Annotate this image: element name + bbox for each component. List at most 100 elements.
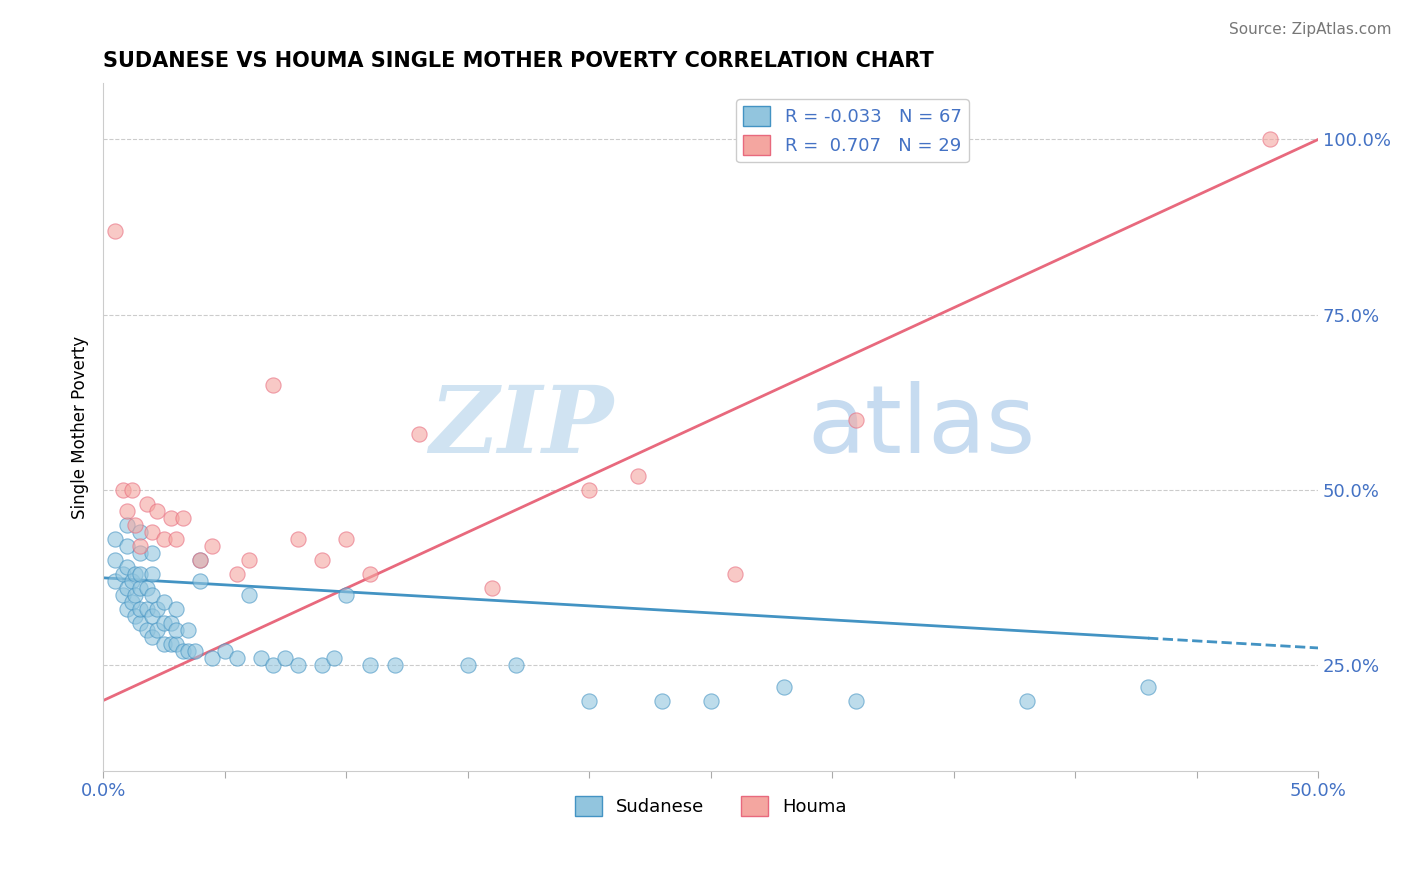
Point (104, 553, 127, 567)
Point (128, 616, 150, 631)
Point (188, 553, 211, 567)
Point (128, 582, 150, 596)
Point (457, 658, 479, 673)
Point (188, 574, 211, 589)
Point (153, 595, 176, 609)
Point (184, 644, 207, 658)
Point (481, 582, 503, 596)
Point (135, 582, 157, 596)
Point (172, 644, 194, 658)
Point (117, 539, 139, 553)
Point (121, 595, 143, 609)
Point (124, 567, 146, 582)
Point (141, 588, 163, 602)
Point (135, 624, 157, 638)
Point (165, 533, 187, 547)
Point (201, 539, 224, 553)
Point (651, 693, 673, 707)
Point (238, 588, 260, 602)
Text: ZIP: ZIP (429, 382, 613, 472)
Point (845, 693, 868, 707)
Point (323, 651, 346, 665)
Point (104, 574, 127, 589)
Point (124, 609, 146, 624)
Point (124, 588, 146, 602)
Point (117, 602, 139, 616)
Point (160, 511, 183, 525)
Point (274, 651, 297, 665)
Point (1137, 680, 1160, 694)
Point (153, 533, 176, 547)
Point (128, 539, 150, 553)
Point (188, 553, 211, 567)
Point (408, 427, 430, 442)
Point (160, 637, 183, 651)
Point (153, 616, 176, 631)
Point (117, 560, 139, 574)
Point (225, 651, 247, 665)
Point (772, 680, 794, 694)
Point (104, 224, 127, 238)
Point (128, 546, 150, 560)
Point (104, 533, 127, 547)
Point (1015, 693, 1038, 707)
Point (311, 658, 333, 673)
Point (287, 658, 309, 673)
Point (214, 644, 236, 658)
Point (141, 567, 163, 582)
Point (111, 483, 134, 497)
Point (165, 624, 187, 638)
Point (177, 624, 200, 638)
Text: Source: ZipAtlas.com: Source: ZipAtlas.com (1229, 22, 1392, 37)
Point (117, 504, 139, 518)
Y-axis label: Single Mother Poverty: Single Mother Poverty (72, 335, 89, 518)
Point (117, 518, 139, 533)
Point (225, 567, 247, 582)
Point (335, 533, 357, 547)
Point (699, 693, 721, 707)
Point (124, 518, 146, 533)
Point (153, 637, 176, 651)
Point (250, 651, 273, 665)
Point (311, 553, 333, 567)
Point (141, 525, 163, 540)
Point (145, 602, 167, 616)
Point (578, 693, 600, 707)
Point (724, 567, 747, 582)
Point (128, 567, 150, 582)
Point (145, 624, 167, 638)
Point (160, 616, 183, 631)
Point (111, 588, 134, 602)
Legend: Sudanese, Houma: Sudanese, Houma (568, 789, 853, 823)
Point (505, 658, 527, 673)
Point (238, 553, 260, 567)
Point (141, 546, 163, 560)
Point (128, 525, 150, 540)
Text: SUDANESE VS HOUMA SINGLE MOTHER POVERTY CORRELATION CHART: SUDANESE VS HOUMA SINGLE MOTHER POVERTY … (103, 51, 934, 70)
Point (262, 658, 284, 673)
Point (128, 602, 150, 616)
Point (135, 497, 157, 511)
Point (172, 511, 194, 525)
Point (262, 378, 284, 392)
Point (145, 504, 167, 518)
Point (1258, 132, 1281, 146)
Point (201, 651, 224, 665)
Point (117, 582, 139, 596)
Point (141, 631, 163, 645)
Point (578, 483, 600, 497)
Point (135, 602, 157, 616)
Point (359, 567, 381, 582)
Point (121, 574, 143, 589)
Point (335, 588, 357, 602)
Point (121, 483, 143, 497)
Point (359, 658, 381, 673)
Point (384, 658, 406, 673)
Point (165, 602, 187, 616)
Text: atlas: atlas (808, 381, 1036, 473)
Point (177, 644, 200, 658)
Point (627, 469, 650, 483)
Point (141, 609, 163, 624)
Point (287, 533, 309, 547)
Point (111, 567, 134, 582)
